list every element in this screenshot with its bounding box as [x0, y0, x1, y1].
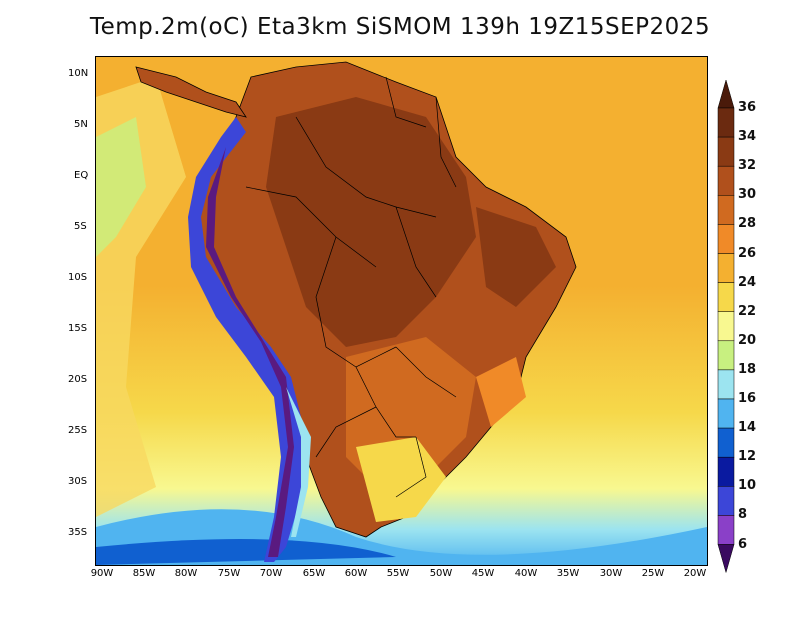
country-borders [245, 76, 457, 498]
colorbar-segment [717, 107, 735, 138]
lon-label-65w: 65W [302, 568, 326, 579]
colorbar-label: 14 [738, 420, 757, 436]
colorbar-label: 6 [738, 536, 748, 552]
lon-label-30w: 30W [599, 568, 623, 579]
lon-label-55w: 55W [386, 568, 410, 579]
lon-label-35w: 35W [556, 568, 580, 579]
andes-coldest-strip [206, 147, 294, 557]
lat-label-5s: 5S [74, 221, 87, 232]
colorbar-segment [717, 311, 735, 342]
colorbar-top-arrow [717, 80, 735, 109]
lon-label-20w: 20W [683, 568, 707, 579]
lon-label-50w: 50W [429, 568, 453, 579]
colorbar-segment [717, 515, 735, 545]
lat-label-5n: 5N [74, 119, 88, 130]
southeast-coast-mild [476, 357, 526, 427]
colorbar-bottom-arrow [717, 544, 735, 574]
lon-label-40w: 40W [514, 568, 538, 579]
colorbar-segment [717, 486, 735, 516]
lat-label-10s: 10S [68, 272, 88, 283]
colorbar-segment [717, 456, 735, 487]
lat-label-10n: 10N [68, 68, 89, 79]
colorbar-label: 22 [738, 303, 757, 319]
pacific-cooler-region [96, 117, 146, 257]
andes-cold-strip [188, 117, 306, 562]
colorbar-label: 36 [738, 100, 757, 115]
lat-label-15s: 15S [68, 323, 88, 334]
lon-label-60w: 60W [344, 568, 368, 579]
colorbar-label: 18 [738, 361, 757, 377]
lon-label-25w: 25W [641, 568, 665, 579]
colorbar-label: 32 [738, 158, 757, 174]
colorbar-segment [717, 282, 735, 312]
colorbar-segment [717, 398, 735, 429]
lat-label-20s: 20S [68, 374, 88, 385]
lon-label-45w: 45W [471, 568, 495, 579]
southern-colder-band [96, 539, 396, 565]
temperature-colorbar [717, 80, 735, 574]
colorbar-segment [717, 340, 735, 371]
lon-label-90w: 90W [90, 568, 114, 579]
south-land-mild [356, 437, 446, 522]
amazon-hot-core [266, 97, 476, 347]
colorbar-segment [717, 369, 735, 400]
colorbar-segment [717, 195, 735, 225]
colorbar-label: 28 [738, 216, 757, 232]
colorbar-label: 16 [738, 391, 757, 406]
andes-cool-fringe [286, 387, 311, 537]
colorbar-label: 8 [738, 507, 748, 523]
temperature-map [96, 57, 707, 565]
central-america-landmass [135, 66, 247, 118]
lon-label-75w: 75W [217, 568, 241, 579]
map-panel [95, 56, 708, 566]
colorbar-label: 30 [738, 187, 757, 203]
colorbar-label: 24 [738, 274, 757, 290]
colorbar-label: 12 [738, 449, 757, 465]
colorbar-label: 20 [738, 332, 757, 348]
lat-label-25s: 25S [68, 425, 88, 436]
colorbar-segment [717, 165, 735, 196]
northeast-hot-core [476, 207, 556, 307]
lat-label-eq: EQ [74, 170, 89, 181]
lon-label-70w: 70W [259, 568, 283, 579]
colorbar-label: 10 [738, 478, 757, 494]
colorbar-segment [717, 136, 735, 167]
colorbar-label: 34 [738, 129, 757, 145]
colorbar-label: 26 [738, 245, 757, 261]
map-title: Temp.2m(oC) Eta3km SiSMOM 139h 19Z15SEP2… [89, 14, 711, 40]
lat-label-35s: 35S [68, 527, 88, 538]
lon-label-85w: 85W [132, 568, 156, 579]
lat-label-30s: 30S [68, 476, 88, 487]
lon-label-80w: 80W [174, 568, 198, 579]
colorbar-segment [717, 253, 735, 283]
colorbar-segment [717, 427, 735, 458]
colorbar-segment [717, 224, 735, 254]
